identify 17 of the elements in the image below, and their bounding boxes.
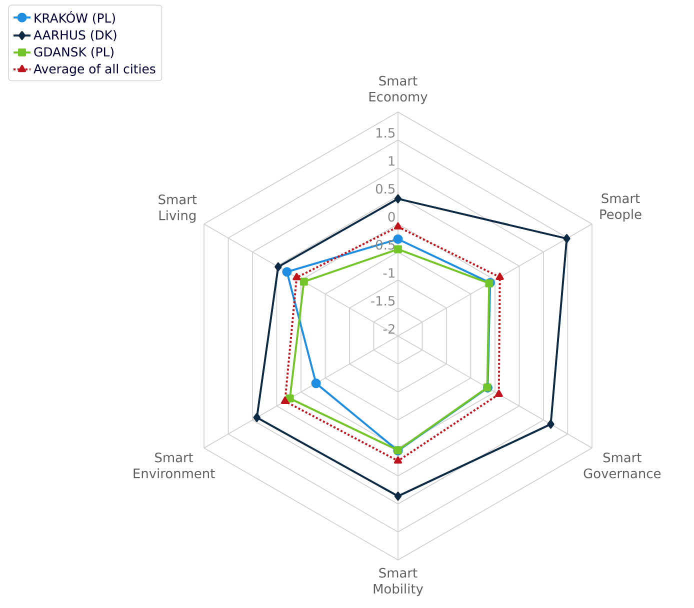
- y-tick-label: 0.5: [376, 184, 395, 194]
- y-tick-label: -1.5: [371, 296, 395, 306]
- legend-label: KRAKÓW (PL): [34, 11, 115, 24]
- spoke-label: Smart People: [600, 193, 642, 222]
- y-tick-label: 1.5: [376, 128, 395, 138]
- spoke-label: Smart Environment: [134, 452, 215, 478]
- spoke-label: Smart Living: [158, 194, 197, 223]
- legend-label: Average of all cities: [34, 64, 156, 76]
- y-tick-label: -1: [383, 268, 394, 278]
- y-tick-label: 1: [388, 156, 394, 166]
- y-tick-label: -2: [383, 324, 394, 334]
- legend-label: AARHUS (DK): [34, 30, 116, 42]
- spoke-label: Smart Economy: [369, 76, 428, 104]
- spoke-label: Smart Mobility: [374, 568, 424, 596]
- y-tick-label: 0: [388, 212, 395, 222]
- legend-label: GDANSK (PL): [34, 46, 114, 58]
- spoke-label: Smart Governance: [584, 452, 661, 478]
